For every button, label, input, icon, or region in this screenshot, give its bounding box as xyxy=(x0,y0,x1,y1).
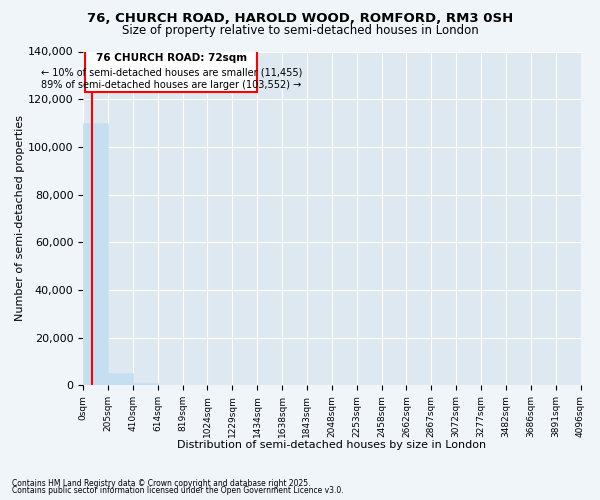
X-axis label: Distribution of semi-detached houses by size in London: Distribution of semi-detached houses by … xyxy=(177,440,487,450)
Text: Size of property relative to semi-detached houses in London: Size of property relative to semi-detach… xyxy=(122,24,478,37)
Y-axis label: Number of semi-detached properties: Number of semi-detached properties xyxy=(15,116,25,322)
Bar xyxy=(83,123,108,386)
Bar xyxy=(133,384,158,386)
Text: Contains public sector information licensed under the Open Government Licence v3: Contains public sector information licen… xyxy=(12,486,344,495)
Bar xyxy=(85,46,257,92)
Text: 89% of semi-detached houses are larger (103,552) →: 89% of semi-detached houses are larger (… xyxy=(41,80,301,90)
Text: Contains HM Land Registry data © Crown copyright and database right 2025.: Contains HM Land Registry data © Crown c… xyxy=(12,478,311,488)
Bar xyxy=(108,374,133,386)
Text: 76 CHURCH ROAD: 72sqm: 76 CHURCH ROAD: 72sqm xyxy=(96,52,247,62)
Text: ← 10% of semi-detached houses are smaller (11,455): ← 10% of semi-detached houses are smalle… xyxy=(41,67,302,77)
Text: 76, CHURCH ROAD, HAROLD WOOD, ROMFORD, RM3 0SH: 76, CHURCH ROAD, HAROLD WOOD, ROMFORD, R… xyxy=(87,12,513,26)
